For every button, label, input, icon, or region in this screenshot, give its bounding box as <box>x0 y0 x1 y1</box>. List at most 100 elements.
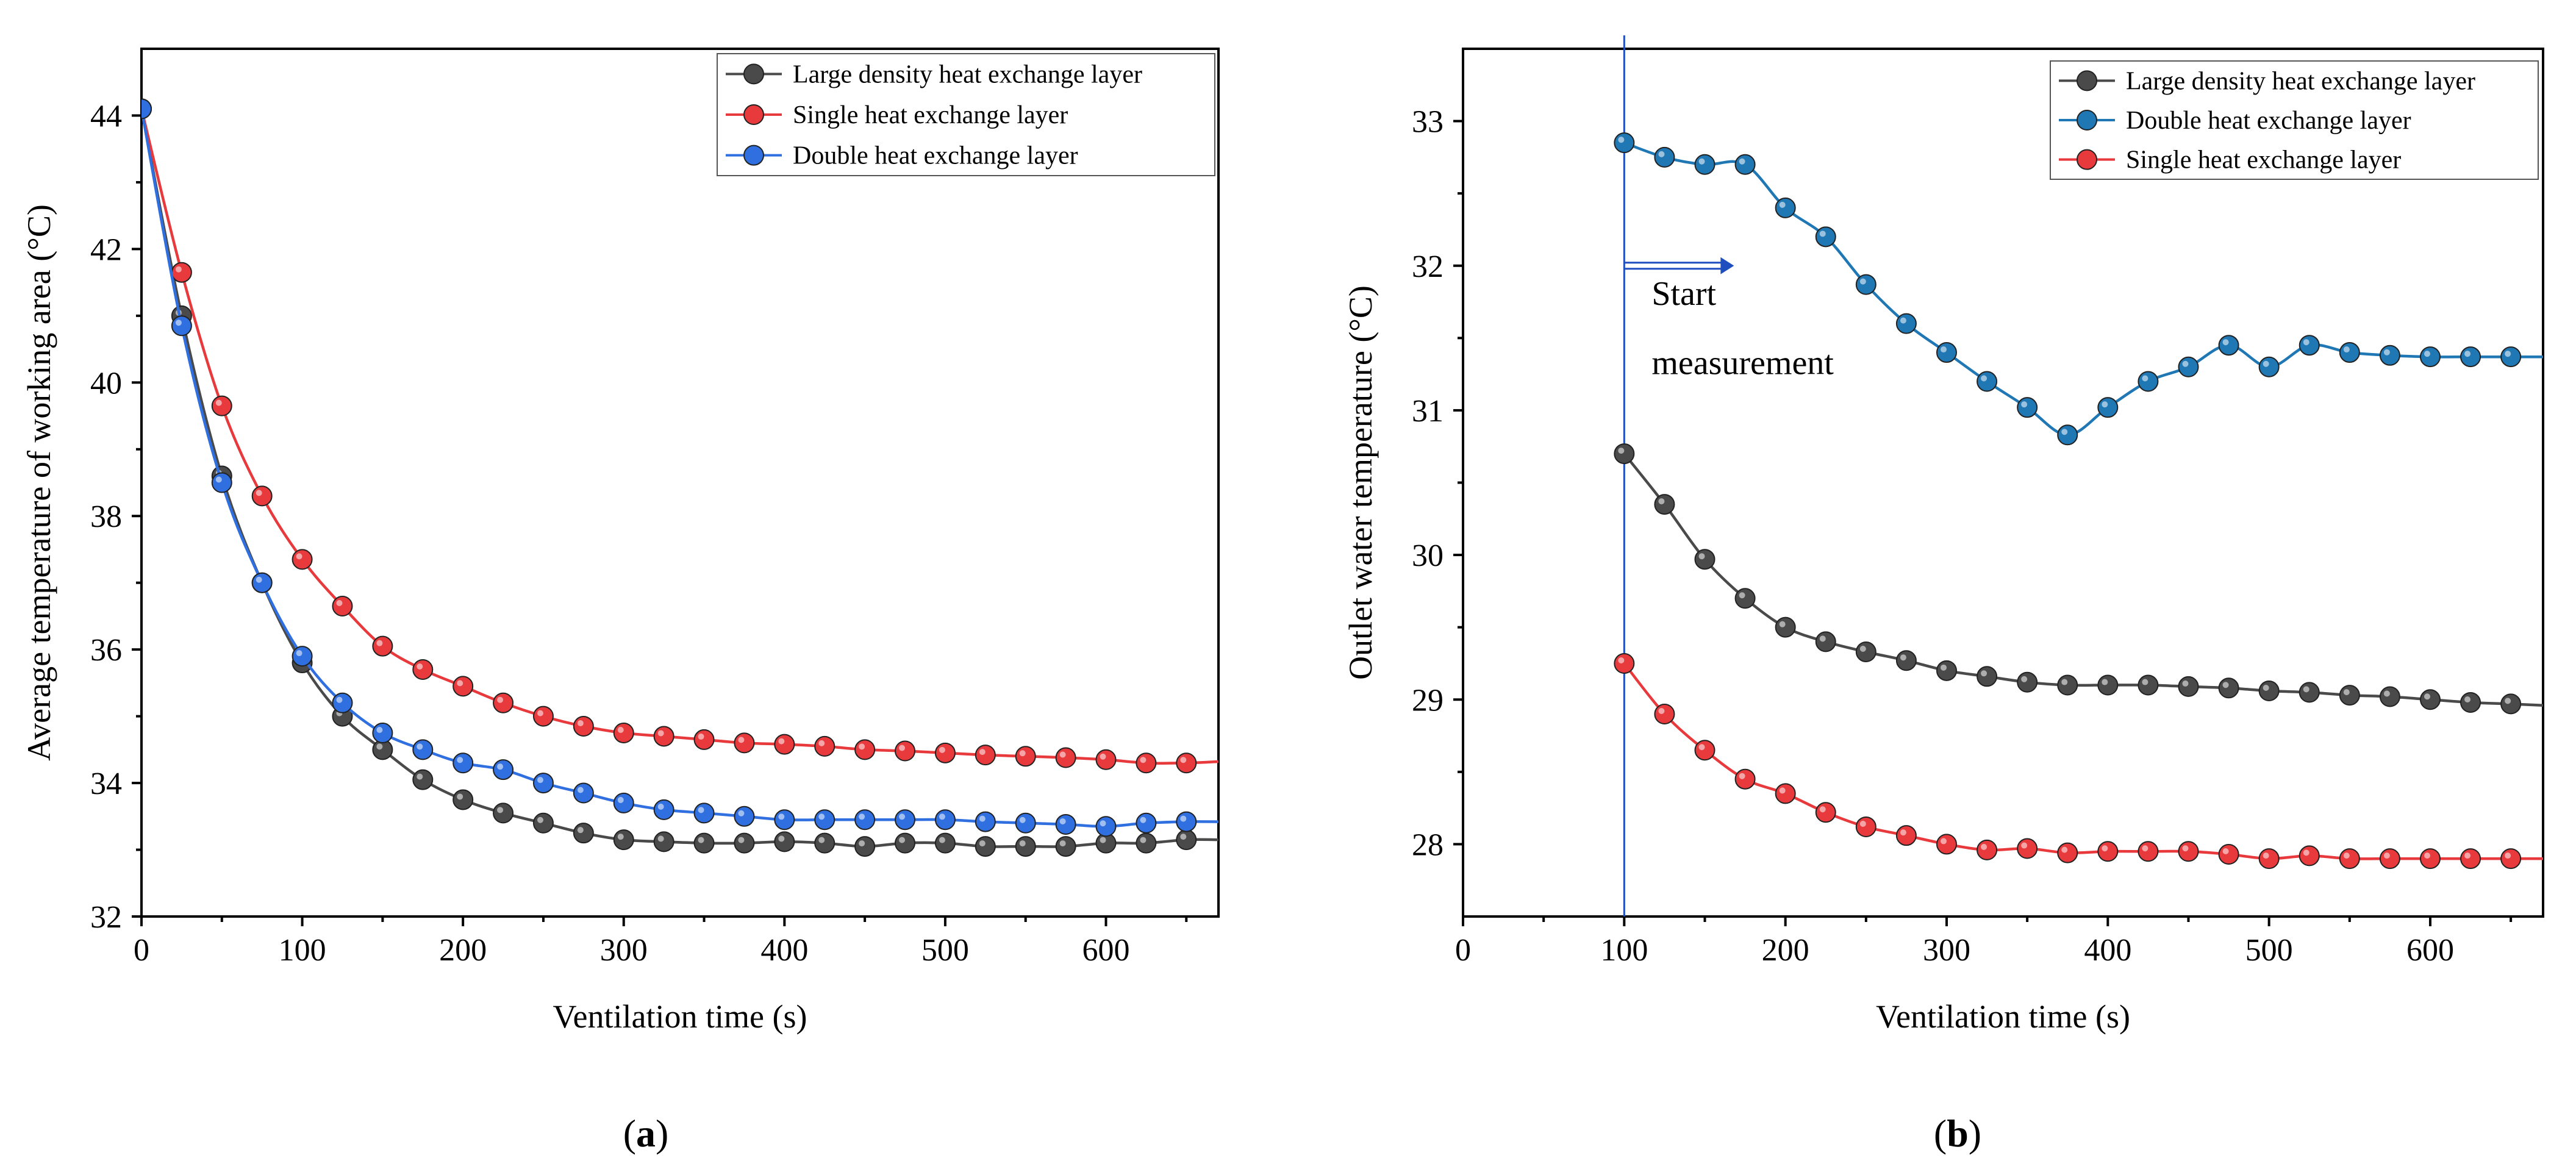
data-point <box>2258 848 2280 870</box>
y-tick-label-a: 32 <box>90 900 122 935</box>
data-point <box>1694 740 1716 761</box>
data-point <box>573 823 594 844</box>
data-point-highlight <box>1859 820 1866 827</box>
data-point-highlight <box>657 835 664 842</box>
data-point <box>1654 703 1675 724</box>
y-tick-label-a: 36 <box>90 633 122 668</box>
data-point-highlight <box>1100 753 1106 760</box>
x-axis-label-b: Ventilation time (s) <box>1876 998 2130 1035</box>
data-point <box>854 809 876 831</box>
data-point <box>1136 832 1157 854</box>
data-point-highlight <box>1859 645 1866 652</box>
data-point-highlight <box>778 835 785 842</box>
x-tick-label-a: 500 <box>921 933 969 968</box>
chart-panel-b: 0 100 200 300 400 500 600 28 29 30 31 32 33 Ventilati… <box>1342 35 2544 1155</box>
series-a-0 <box>141 98 1218 857</box>
data-point <box>1977 666 1998 687</box>
data-point-highlight <box>2263 360 2269 367</box>
series-line <box>1623 662 2543 860</box>
data-point-highlight <box>1779 201 1786 208</box>
data-point <box>1694 154 1716 175</box>
data-point <box>975 745 996 766</box>
data-point-highlight <box>376 726 383 733</box>
data-point <box>1815 802 1836 823</box>
plot-frame-a <box>140 48 1220 918</box>
y-tick-label-b: 30 <box>1412 538 1444 573</box>
data-point <box>2057 842 2078 863</box>
series-b-1 <box>1614 132 2543 446</box>
data-point <box>854 739 876 760</box>
legend-b: Large density heat exchange layer Double … <box>2050 60 2539 180</box>
data-point-highlight <box>2343 346 2350 353</box>
data-point-highlight <box>939 746 945 753</box>
data-point-highlight <box>175 266 182 273</box>
data-point-highlight <box>1940 838 1947 845</box>
data-point <box>1815 226 1836 248</box>
data-point <box>2299 682 2320 703</box>
data-point-highlight <box>2021 401 2028 408</box>
legend-item: Double heat exchange layer <box>726 142 1078 170</box>
data-point <box>2460 848 2481 870</box>
data-point-highlight <box>1019 750 1026 757</box>
series-line <box>141 109 1218 848</box>
data-point <box>493 692 514 713</box>
data-point-highlight <box>1100 837 1106 843</box>
data-point <box>2460 346 2481 368</box>
data-point <box>693 802 715 824</box>
legend-item: Large density heat exchange layer <box>726 60 1142 88</box>
data-point <box>1095 749 1117 770</box>
data-point-highlight <box>979 815 986 822</box>
data-point-highlight <box>457 793 463 800</box>
data-point-highlight <box>1658 498 1665 505</box>
data-point <box>2138 371 2159 392</box>
data-point-highlight <box>2424 852 2430 859</box>
data-point <box>814 735 835 757</box>
data-point-highlight <box>2505 351 2511 357</box>
data-point-highlight <box>617 796 624 803</box>
data-point-highlight <box>979 840 986 847</box>
data-point <box>2057 674 2078 696</box>
data-point-highlight <box>1779 621 1786 627</box>
data-point <box>2500 848 2522 870</box>
data-point <box>1855 641 1877 662</box>
legend-item: Single heat exchange layer <box>726 101 1068 129</box>
data-point-highlight <box>215 476 222 483</box>
legend-label: Double heat exchange layer <box>793 142 1078 170</box>
data-point <box>1176 811 1197 832</box>
data-point <box>532 773 554 794</box>
data-point-highlight <box>1180 834 1187 840</box>
data-point <box>1936 342 1957 363</box>
y-tick-label-a: 34 <box>90 766 122 801</box>
data-point <box>372 635 393 657</box>
data-point-highlight <box>2505 698 2511 704</box>
data-point <box>2339 685 2360 706</box>
data-point-highlight <box>1819 806 1826 813</box>
panel-label-paren: ( <box>1934 1112 1947 1155</box>
data-point <box>2218 335 2239 356</box>
data-point <box>493 759 514 781</box>
data-point-highlight <box>1059 840 1066 847</box>
data-point <box>2339 848 2360 870</box>
data-point-highlight <box>577 720 584 727</box>
legend-item: Large density heat exchange layer <box>2059 67 2475 95</box>
legend-marker <box>2077 110 2097 130</box>
data-point-highlight <box>577 827 584 834</box>
data-point <box>1015 746 1036 767</box>
data-point <box>1015 836 1036 857</box>
series-line <box>1623 141 2543 437</box>
data-point-highlight <box>2061 679 2068 685</box>
data-point-highlight <box>1180 815 1187 822</box>
data-point <box>1895 650 1917 671</box>
data-point-highlight <box>617 726 624 733</box>
data-point-highlight <box>899 745 906 751</box>
data-point <box>2379 345 2400 366</box>
data-point <box>1734 154 1756 175</box>
y-tick-label-a: 38 <box>90 499 122 534</box>
data-point <box>1815 631 1836 652</box>
x-tick-label-b: 200 <box>1762 933 1809 968</box>
data-point-highlight <box>256 490 262 496</box>
data-point-highlight <box>1900 654 1906 661</box>
data-point-highlight <box>778 738 785 745</box>
data-point <box>734 832 755 854</box>
data-point <box>1855 816 1877 837</box>
